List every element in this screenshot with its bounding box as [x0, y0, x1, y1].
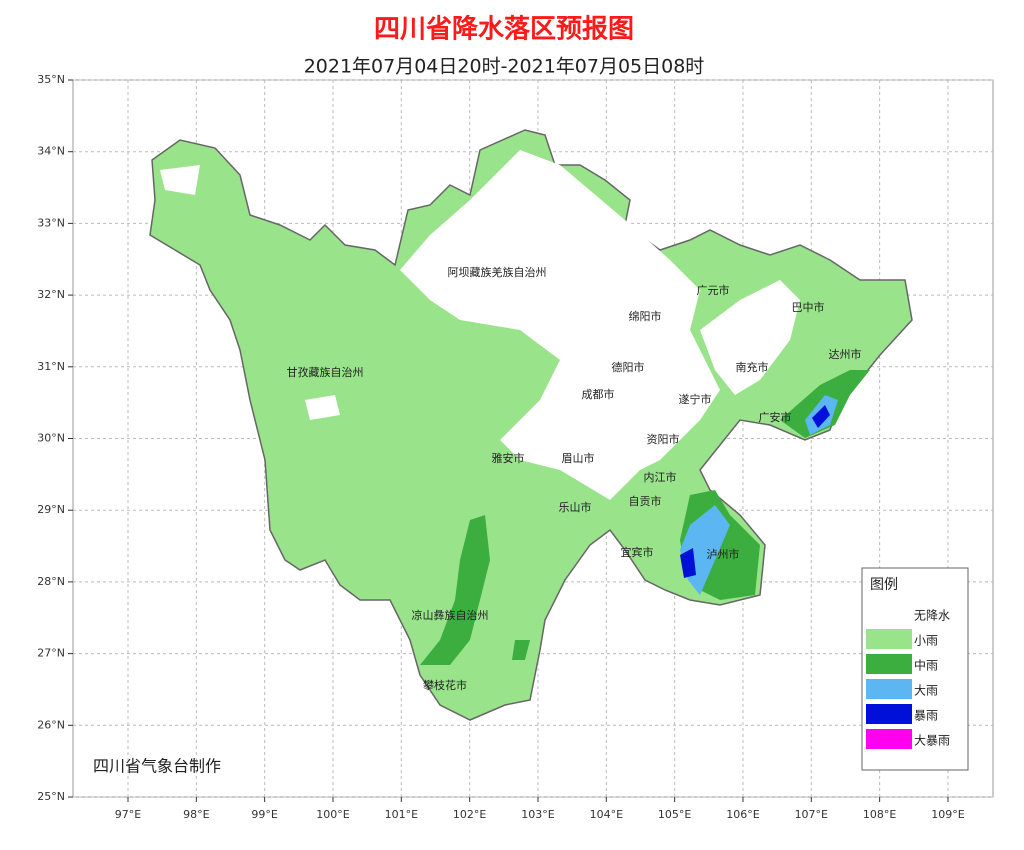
city-label: 眉山市: [562, 451, 595, 465]
legend-label: 大暴雨: [914, 734, 950, 748]
lon-tick-label: 104°E: [590, 808, 623, 821]
credit: 四川省气象台制作: [93, 757, 221, 776]
city-label: 遂宁市: [679, 392, 712, 406]
title: 四川省降水落区预报图: [374, 14, 634, 45]
lon-tick-label: 106°E: [726, 808, 759, 821]
city-label: 德阳市: [612, 360, 645, 374]
lon-tick-label: 100°E: [316, 808, 349, 821]
city-label: 南充市: [736, 360, 769, 374]
no-rain-area: [400, 150, 720, 500]
city-label: 资阳市: [647, 432, 680, 446]
no-rain-area: [160, 165, 340, 420]
city-label: 攀枝花市: [423, 678, 467, 692]
lon-tick-label: 99°E: [251, 808, 277, 821]
lon-tick-label: 102°E: [453, 808, 486, 821]
lat-tick-label: 34°N: [37, 145, 65, 158]
legend-swatch: [866, 654, 912, 674]
lat-tick-label: 27°N: [37, 647, 65, 660]
city-label: 达州市: [829, 347, 862, 361]
province: [149, 129, 913, 721]
lat-tick-label: 26°N: [37, 718, 65, 731]
lon-tick-label: 97°E: [115, 808, 141, 821]
city-label: 广安市: [759, 410, 792, 424]
legend-label: 中雨: [914, 658, 938, 673]
lat-tick-label: 35°N: [37, 73, 65, 86]
city-label: 凉山彝族自治州: [412, 608, 489, 622]
legend-swatch: [866, 729, 912, 749]
city-labels: 阿坝藏族羌族自治州 甘孜藏族自治州 广元市 巴中市 绵阳市 达州市 德阳市 南充…: [287, 265, 862, 692]
lon-tick-label: 103°E: [521, 808, 554, 821]
city-label: 广元市: [697, 283, 730, 297]
city-label: 绵阳市: [629, 309, 662, 323]
lon-tick-label: 108°E: [863, 808, 896, 821]
city-label: 成都市: [582, 387, 615, 401]
lat-tick-label: 25°N: [37, 790, 65, 803]
lon-tick-label: 105°E: [658, 808, 691, 821]
city-label: 内江市: [644, 470, 677, 484]
legend-swatch: [866, 679, 912, 699]
lon-tick-label: 98°E: [183, 808, 209, 821]
city-label: 宜宾市: [621, 545, 654, 559]
legend-title: 图例: [870, 577, 898, 593]
legend-label: 小雨: [914, 634, 938, 648]
lat-tick-label: 31°N: [37, 360, 65, 373]
legend-swatch: [866, 629, 912, 649]
legend-swatch: [866, 704, 912, 724]
city-label: 泸州市: [707, 547, 740, 561]
legend-label: 暴雨: [914, 709, 938, 723]
city-label: 雅安市: [492, 451, 525, 465]
no-rain-area: [700, 280, 800, 395]
city-label: 自贡市: [629, 494, 662, 508]
city-label: 甘孜藏族自治州: [287, 365, 364, 379]
city-label: 阿坝藏族羌族自治州: [448, 265, 547, 279]
legend-label: 大雨: [914, 684, 938, 698]
subtitle: 2021年07月04日20时-2021年07月05日08时: [304, 56, 705, 78]
moderate-rain: [420, 515, 530, 665]
lat-tick-label: 33°N: [37, 216, 65, 229]
lat-tick-label: 28°N: [37, 575, 65, 588]
heavy-rain: [680, 395, 838, 595]
lon-tick-label: 107°E: [795, 808, 828, 821]
lon-tick-label: 109°E: [931, 808, 964, 821]
city-label: 巴中市: [792, 300, 825, 314]
lon-tick-label: 101°E: [385, 808, 418, 821]
lat-tick-label: 30°N: [37, 432, 65, 445]
lat-tick-label: 32°N: [37, 288, 65, 301]
legend-label: 无降水: [914, 609, 950, 623]
lat-tick-label: 29°N: [37, 503, 65, 516]
legend-swatch: [866, 604, 912, 624]
rainstorm: [680, 405, 830, 578]
city-label: 乐山市: [559, 500, 592, 514]
